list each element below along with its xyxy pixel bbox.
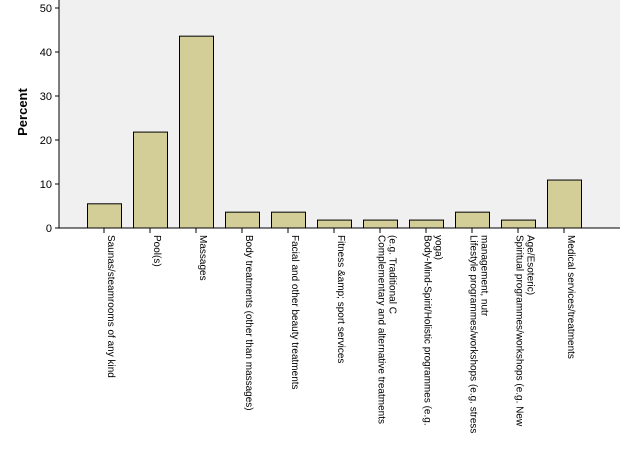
bar (363, 219, 398, 229)
y-tick-label: 20 (40, 135, 52, 147)
bar (179, 35, 214, 229)
bars-group (87, 35, 582, 229)
y-tick-label: 0 (46, 223, 52, 235)
bar (455, 211, 490, 229)
x-ticks-group: Saunas/steamrooms of any kind Pool(s) Mass… (103, 228, 576, 433)
bar (501, 219, 536, 229)
y-tick-label: 40 (40, 47, 52, 59)
x-tick-label: Fitness &amp; sport services (335, 235, 346, 363)
x-tick-label: Medical services/treatments (565, 235, 576, 359)
bar (225, 211, 260, 229)
y-ticks-group: 0 10 20 30 40 50 (40, 3, 59, 235)
x-tick-label: Body-Mind-Spirit/Holistic programmes (e.… (422, 235, 444, 426)
bar (409, 219, 444, 229)
y-tick-label: 50 (40, 3, 52, 15)
x-tick-label: Body treatments (other than massages) (243, 235, 254, 411)
x-tick-label: Lifestyle programmes/workshops (e.g. str… (468, 235, 490, 433)
x-tick-label: Spiritual programmes/workshops (e.g. New… (514, 235, 536, 427)
x-tick-label: Saunas/steamrooms of any kind (105, 235, 116, 378)
bar (317, 219, 352, 229)
y-tick-label: 10 (40, 179, 52, 191)
bar (87, 203, 122, 229)
x-tick-label: Facial and other beauty treatments (289, 235, 300, 390)
bar (133, 131, 168, 229)
y-axis-label: Percent (15, 87, 30, 135)
bar (271, 211, 306, 229)
x-tick-label: Pool(s) (151, 235, 162, 267)
x-tick-label: Massages (197, 235, 208, 281)
x-tick-label: Complementary and alternative treatments… (376, 235, 398, 424)
y-tick-label: 30 (40, 91, 52, 103)
bar (547, 179, 582, 229)
